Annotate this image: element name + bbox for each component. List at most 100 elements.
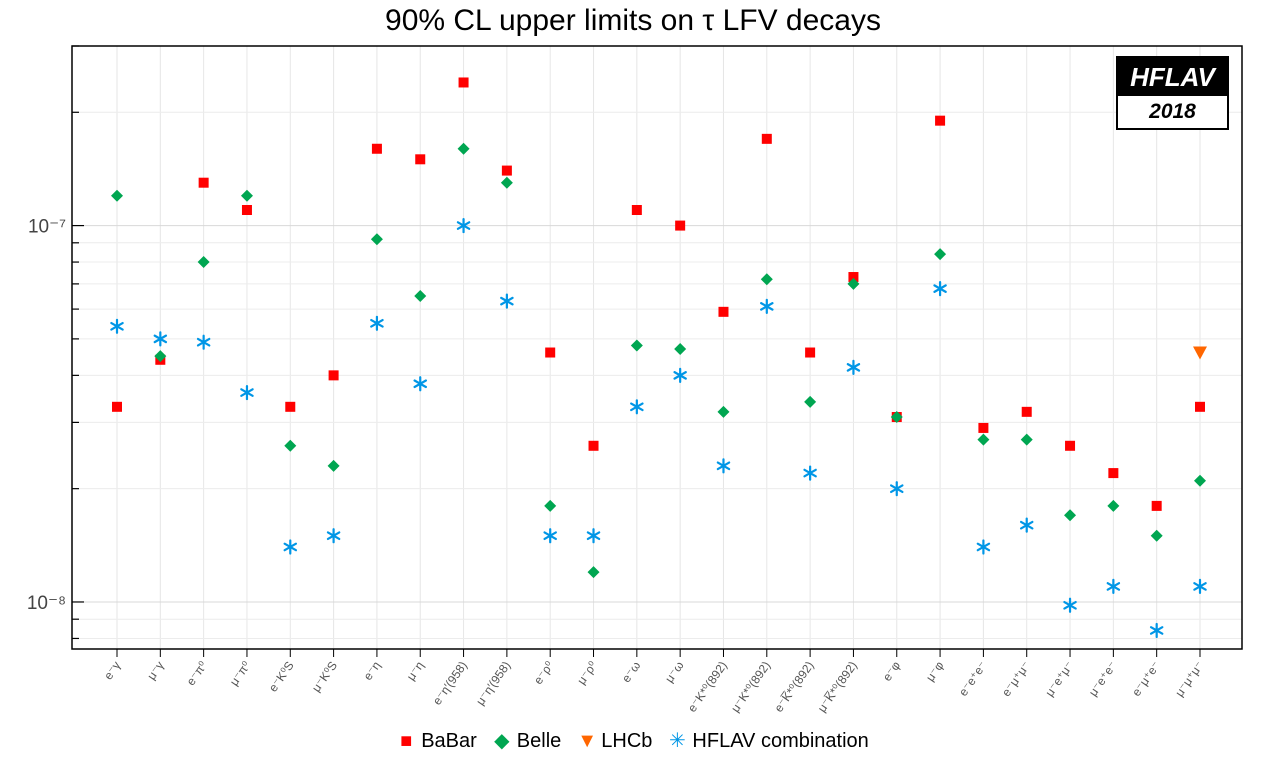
- point-hflav-combination: [326, 528, 341, 544]
- hflav-badge: HFLAV 2018: [1116, 56, 1229, 130]
- point-babar: [718, 306, 729, 317]
- y-tick-label: 10⁻⁷: [28, 217, 66, 238]
- point-babar: [371, 143, 382, 154]
- point-babar: [415, 154, 426, 165]
- point-belle: [111, 189, 123, 202]
- point-lhcb: [1193, 346, 1207, 360]
- x-tick-label: e⁻μ⁺e⁻: [1129, 659, 1163, 699]
- x-tick-label: e⁻ω: [619, 659, 643, 685]
- point-hflav-combination: [240, 384, 254, 401]
- legend-label: BaBar: [421, 730, 477, 752]
- point-babar: [112, 401, 122, 412]
- point-babar: [848, 272, 859, 283]
- x-tick-label: e⁻η: [361, 659, 384, 683]
- x-tick-label: μ⁻γ: [144, 659, 167, 683]
- x-tick-label: μ⁻φ: [923, 659, 947, 684]
- x-tick-label: e⁻e⁺e⁻: [956, 659, 990, 699]
- point-belle: [630, 339, 643, 352]
- point-babar: [805, 347, 816, 358]
- x-tick-label: e⁻K⁰S: [266, 659, 297, 695]
- point-hflav-combination: [890, 481, 904, 497]
- point-hflav-combination: [543, 528, 557, 544]
- point-babar: [328, 370, 339, 381]
- x-tick-label: e⁻K*⁰(892): [685, 659, 730, 715]
- point-babar: [1065, 440, 1076, 451]
- x-tick-label: e⁻ρ⁰: [531, 659, 557, 687]
- point-hflav-combination: [1063, 597, 1077, 613]
- legend-marker: ✳: [669, 730, 686, 752]
- point-hflav-combination: [1149, 622, 1164, 639]
- x-tick-label: e⁻η′(958): [430, 659, 470, 708]
- x-tick-label: μ⁻K⁰S: [309, 659, 340, 695]
- point-belle: [1020, 433, 1033, 446]
- grid-lines: [72, 45, 1242, 649]
- y-tick-label: 10⁻⁸: [27, 593, 66, 614]
- point-hflav-combination: [413, 376, 427, 392]
- point-belle: [284, 439, 297, 452]
- point-belle: [1064, 509, 1077, 522]
- point-babar: [285, 401, 296, 412]
- axis-ticks: [72, 45, 1201, 657]
- legend-label: LHCb: [601, 730, 653, 752]
- x-tick-label: μ⁻e⁺μ⁻: [1042, 659, 1076, 699]
- point-belle: [717, 405, 730, 418]
- x-tick-label: μ⁻η: [404, 659, 427, 683]
- point-belle: [154, 350, 167, 363]
- point-babar: [1195, 401, 1205, 412]
- point-belle: [977, 433, 990, 446]
- x-tick-label: μ⁻η′(958): [473, 659, 513, 708]
- point-belle: [847, 277, 860, 290]
- x-tick-label: e⁻φ: [880, 659, 904, 684]
- point-belle: [587, 566, 600, 579]
- point-hflav-combination: [933, 281, 947, 297]
- point-belle: [760, 273, 773, 286]
- point-hflav-combination: [370, 315, 384, 331]
- chart-plot: 10⁻⁷10⁻⁸ e⁻γ μ⁻γ e⁻π⁰ μ⁻π⁰ e⁻K⁰S μ⁻K⁰S e⁻η μ⁻η e…: [27, 45, 1243, 715]
- x-tick-label: μ⁻ω: [662, 659, 686, 686]
- x-tick-labels: e⁻γ μ⁻γ e⁻π⁰ μ⁻π⁰ e⁻K⁰S μ⁻K⁰S e⁻η μ⁻η e⁻η′(958) μ…: [101, 659, 1206, 715]
- point-belle: [500, 176, 513, 189]
- y-tick-labels: 10⁻⁷ 10⁻⁸: [27, 217, 66, 614]
- point-belle: [1107, 499, 1120, 512]
- x-tick-label: μ⁻K*⁰(892): [728, 659, 773, 715]
- point-belle: [414, 290, 427, 303]
- legend-item: ▼ LHCb: [577, 730, 652, 753]
- point-belle: [674, 343, 687, 356]
- legend-label: HFLAV combination: [692, 730, 869, 752]
- legend-item: ◆ Belle: [493, 728, 561, 753]
- point-babar: [675, 220, 686, 231]
- point-babar: [761, 133, 772, 144]
- point-hflav-combination: [196, 334, 211, 350]
- badge-title: HFLAV: [1118, 58, 1227, 96]
- legend-item: ■ BaBar: [397, 730, 477, 753]
- legend-item: ✳ HFLAV combination: [668, 728, 869, 753]
- point-hflav-combination: [1019, 517, 1034, 533]
- chart-legend: ■ BaBar ◆ Belle ▼ LHCb ✳ HFLAV combination: [0, 728, 1266, 753]
- point-babar: [588, 440, 599, 451]
- point-hflav-combination: [110, 318, 124, 334]
- point-belle: [327, 459, 340, 472]
- point-hflav-combination: [846, 359, 861, 375]
- chart-title: 90% CL upper limits on τ LFV decays: [385, 4, 881, 37]
- point-babar: [1151, 500, 1162, 511]
- data-marks: [110, 77, 1207, 639]
- x-tick-label: μ⁻μ⁺μ⁻: [1172, 659, 1206, 700]
- x-tick-label: μ⁻K̅*⁰(892): [815, 659, 860, 715]
- x-tick-label: μ⁻π⁰: [227, 659, 254, 689]
- x-tick-label: e⁻K̅*⁰(892): [772, 659, 817, 715]
- point-babar: [935, 115, 946, 126]
- point-babar: [545, 347, 556, 358]
- x-tick-label: μ⁻e⁺e⁻: [1086, 659, 1120, 699]
- x-tick-label: e⁻π⁰: [184, 659, 211, 689]
- x-tick-label: e⁻μ⁺μ⁻: [999, 659, 1033, 699]
- point-babar: [241, 205, 252, 216]
- point-hflav-combination: [716, 458, 731, 474]
- point-belle: [890, 411, 903, 424]
- point-babar: [458, 77, 469, 88]
- point-belle: [457, 142, 470, 155]
- point-hflav-combination: [1106, 578, 1121, 594]
- point-hflav-combination: [976, 539, 991, 555]
- legend-marker: ■: [400, 730, 413, 752]
- point-belle: [370, 233, 383, 246]
- point-hflav-combination: [586, 528, 601, 544]
